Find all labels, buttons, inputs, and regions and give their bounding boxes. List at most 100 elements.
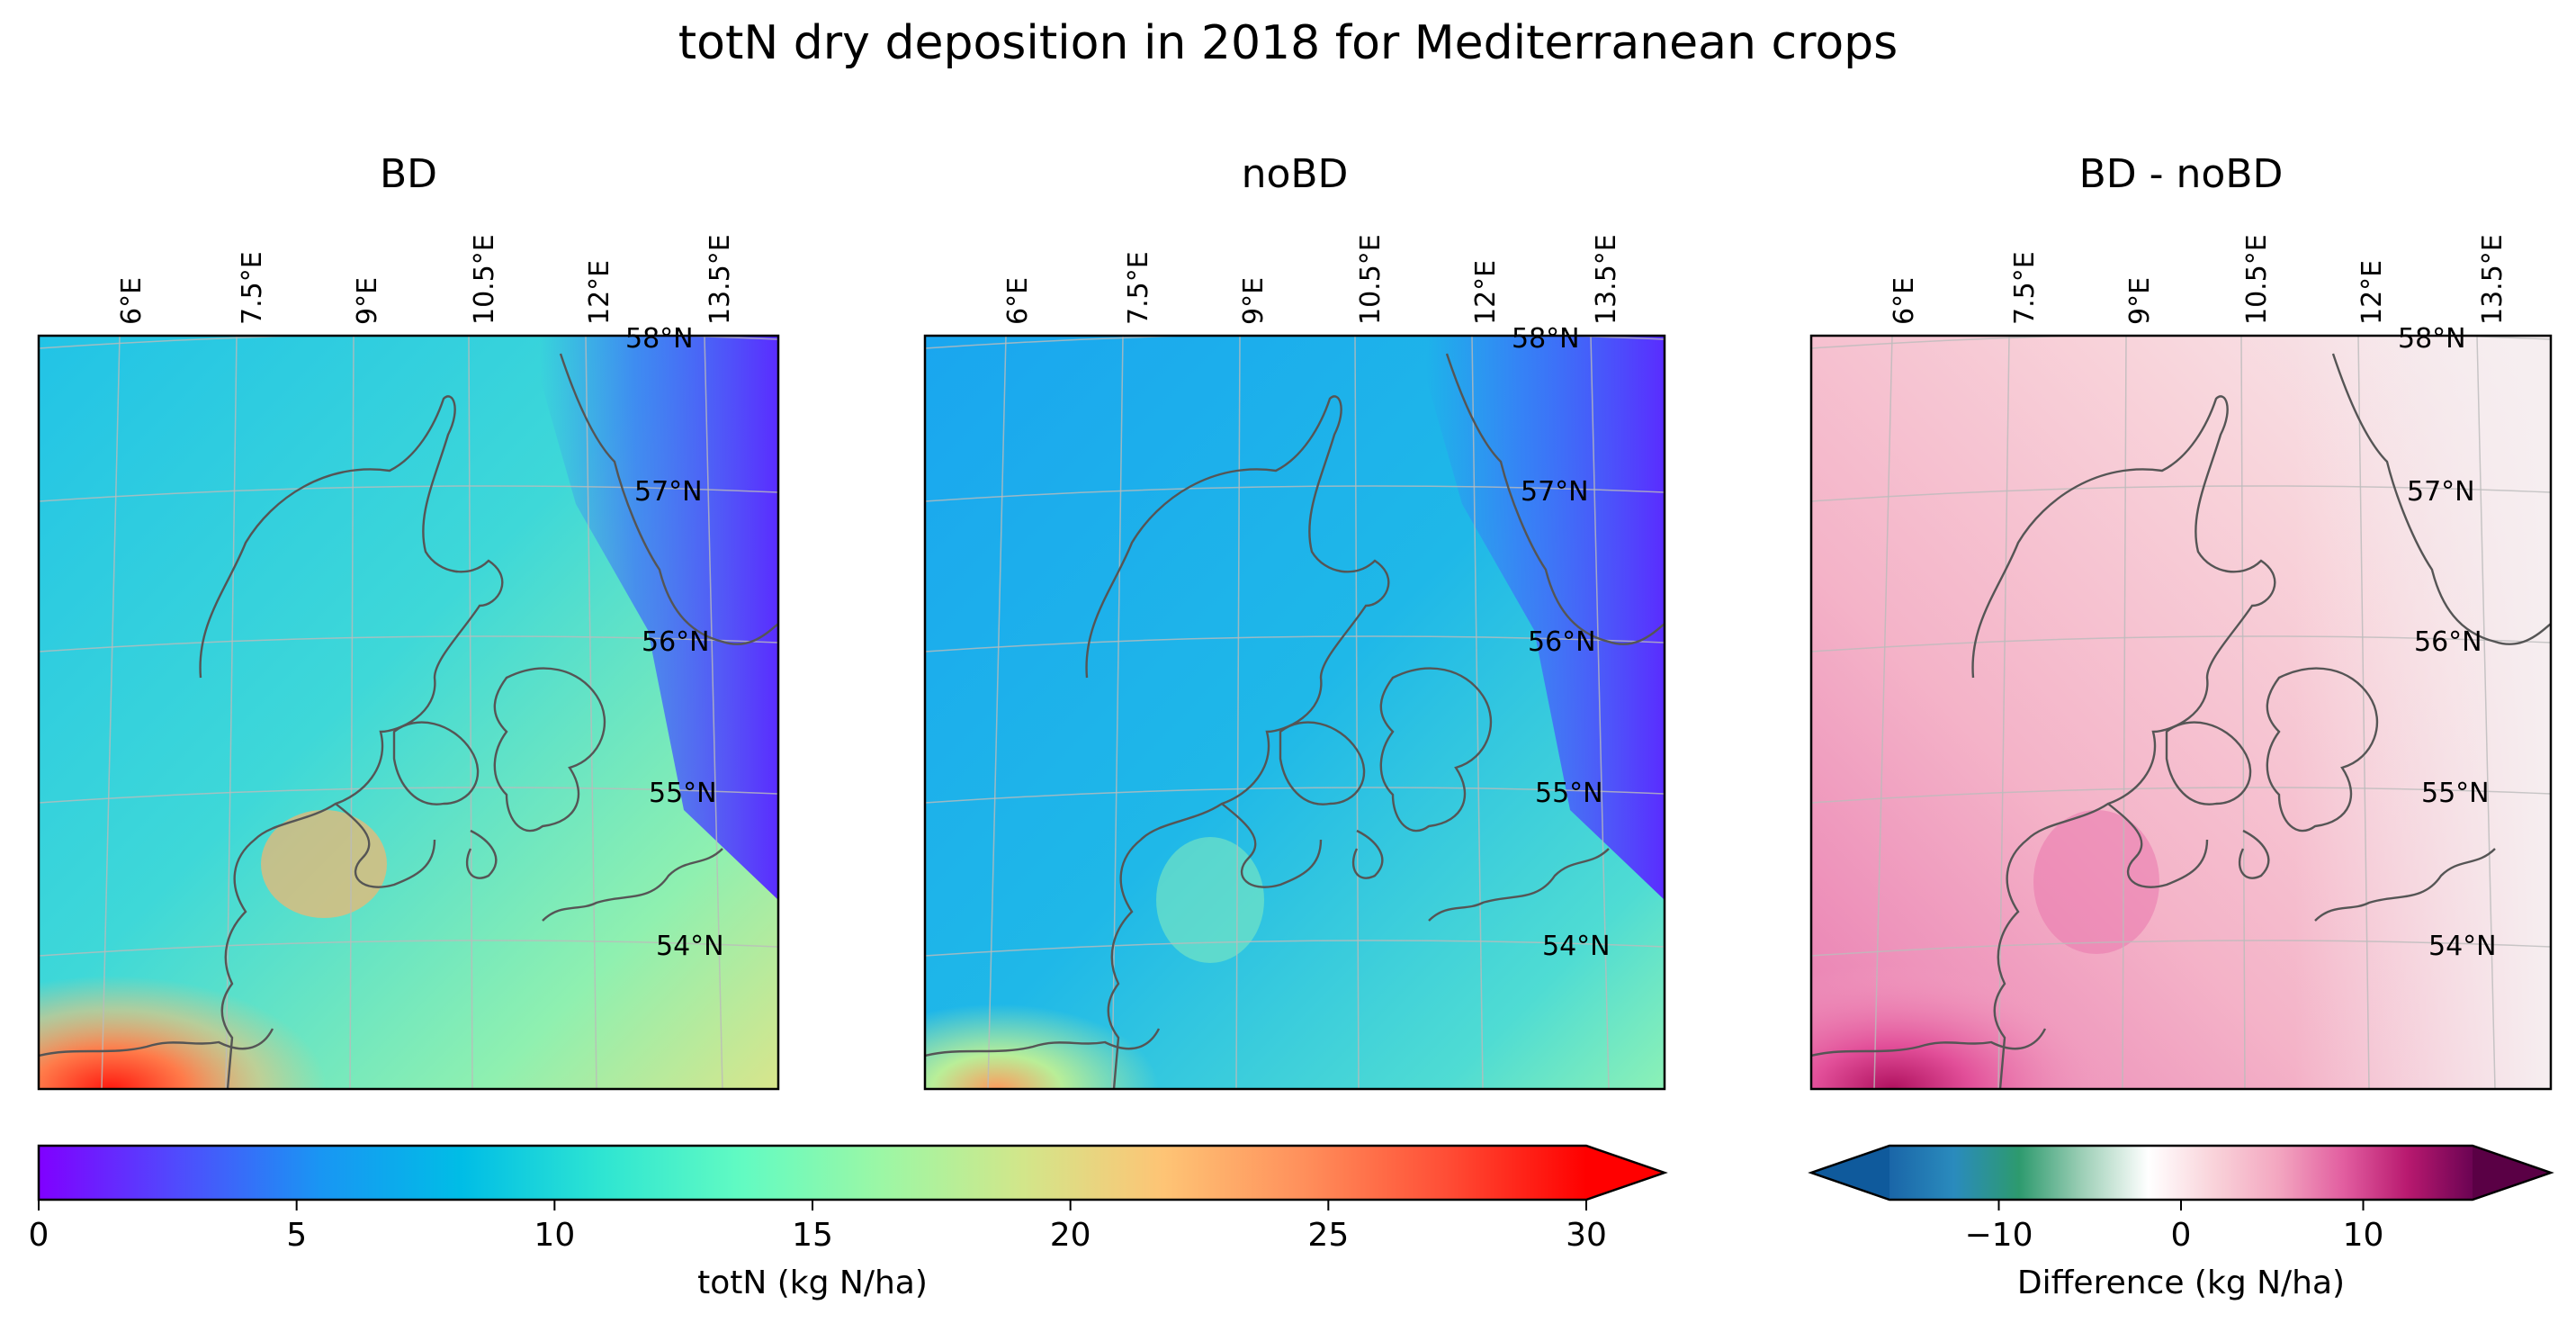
colorbar-diff-label: Difference (kg N/ha)	[2016, 1264, 2346, 1301]
parallel-line	[39, 787, 778, 804]
lat-label: 54°N	[656, 931, 724, 962]
lon-label: 12°E	[2356, 259, 2388, 325]
meridian-line	[1235, 336, 1241, 1089]
meridian-line	[1590, 336, 1610, 1089]
parallel-line	[1811, 635, 2551, 652]
lat-label: 54°N	[2428, 931, 2497, 962]
panel-title-diff: BD - noBD	[2078, 151, 2284, 197]
lon-label: 13.5°E	[2477, 234, 2509, 325]
parallel-line	[925, 336, 1665, 349]
coastline	[542, 848, 723, 922]
coastline	[1971, 395, 2276, 1089]
coastline	[925, 1028, 1161, 1058]
colorbar-main-tick-label: 0	[28, 1217, 49, 1254]
parallel-line	[39, 336, 778, 349]
colorbar-main	[37, 1144, 1668, 1202]
coastline	[392, 721, 480, 806]
lat-label: 57°N	[634, 476, 703, 508]
lat-label: 55°N	[2421, 778, 2490, 809]
frame-nobd	[923, 334, 1666, 1091]
lon-label: 12°E	[1470, 259, 1502, 325]
lon-label: 7.5°E	[1123, 251, 1154, 325]
coastline	[1351, 829, 1384, 879]
parallel-line	[39, 635, 778, 652]
colorbar-diff	[1808, 1144, 2554, 1202]
lon-label: 12°E	[584, 259, 615, 325]
lat-label: 55°N	[1535, 778, 1603, 809]
lon-label: 10.5°E	[1355, 234, 1387, 325]
meridian-line	[704, 336, 723, 1089]
coastline	[1811, 1028, 2047, 1058]
meridian-line	[1111, 336, 1124, 1089]
meridian-line	[1354, 336, 1360, 1089]
lon-label: 13.5°E	[705, 234, 736, 325]
lon-label: 6°E	[1889, 276, 1920, 325]
coastline	[559, 353, 778, 645]
parallel-line	[1811, 940, 2551, 957]
lat-label: 57°N	[2407, 476, 2475, 508]
lat-label: 56°N	[2414, 626, 2482, 658]
coastline	[1428, 848, 1610, 922]
coastline	[2238, 829, 2270, 879]
meridian-line	[2476, 336, 2496, 1089]
parallel-line	[925, 940, 1665, 957]
lat-label: 56°N	[1528, 626, 1596, 658]
map-overlay-0	[39, 336, 778, 1089]
meridian-line	[349, 336, 355, 1089]
parallel-line	[925, 635, 1665, 652]
colorbar-main-tick-label: 10	[534, 1217, 576, 1254]
panel-title-bd: BD	[379, 151, 438, 197]
lon-label: 7.5°E	[2009, 251, 2041, 325]
frame-bd	[37, 334, 780, 1091]
parallel-line	[39, 940, 778, 957]
figure-title: totN dry deposition in 2018 for Mediterr…	[678, 16, 1898, 70]
meridian-line	[2122, 336, 2127, 1089]
panel-title-nobd: noBD	[1241, 151, 1349, 197]
colorbar-main-tick-label: 30	[1566, 1217, 1607, 1254]
lon-label: 9°E	[352, 276, 383, 325]
lon-label: 7.5°E	[237, 251, 268, 325]
lon-label: 6°E	[1002, 276, 1034, 325]
colorbar-main-extend-arrow	[1586, 1146, 1665, 1200]
colorbar-diff-tick-label: 0	[2170, 1217, 2192, 1254]
coastline	[1279, 721, 1366, 806]
meridian-line	[468, 336, 473, 1089]
colorbar-diff-tick-label: −10	[1964, 1217, 2033, 1254]
coastline	[2314, 848, 2496, 922]
parallel-line	[1811, 336, 2551, 349]
lat-label: 58°N	[1512, 323, 1580, 355]
meridian-line	[2357, 336, 2370, 1089]
map-overlay-2	[1811, 336, 2551, 1089]
colorbar-main-tick-label: 15	[792, 1217, 833, 1254]
map-panel-bd	[39, 336, 778, 1089]
colorbar-main-label: totN (kg N/ha)	[697, 1264, 928, 1301]
coastline	[199, 395, 504, 1089]
lon-label: 13.5°E	[1591, 234, 1622, 325]
colorbar-main-tick-label: 20	[1049, 1217, 1091, 1254]
coastline	[465, 829, 498, 879]
meridian-line	[987, 336, 1007, 1089]
lat-label: 55°N	[649, 778, 717, 809]
meridian-line	[585, 336, 597, 1089]
lat-label: 58°N	[625, 323, 694, 355]
coastline	[2165, 721, 2252, 806]
meridian-line	[225, 336, 238, 1089]
coastline	[335, 803, 436, 888]
parallel-line	[925, 485, 1665, 502]
coastline	[1085, 395, 1390, 1089]
meridian-line	[1873, 336, 1893, 1089]
coastline	[1221, 803, 1323, 888]
coastline	[2107, 803, 2209, 888]
lon-label: 6°E	[116, 276, 148, 325]
parallel-line	[39, 485, 778, 502]
meridian-line	[2240, 336, 2246, 1089]
coastline	[2331, 353, 2551, 645]
coastline	[1445, 353, 1665, 645]
lon-label: 10.5°E	[469, 234, 500, 325]
lat-label: 54°N	[1542, 931, 1611, 962]
colorbar-main-tick-label: 25	[1307, 1217, 1350, 1254]
colorbar-diff-low-arrow	[1811, 1146, 1889, 1200]
lat-label: 57°N	[1521, 476, 1589, 508]
meridian-line	[101, 336, 121, 1089]
